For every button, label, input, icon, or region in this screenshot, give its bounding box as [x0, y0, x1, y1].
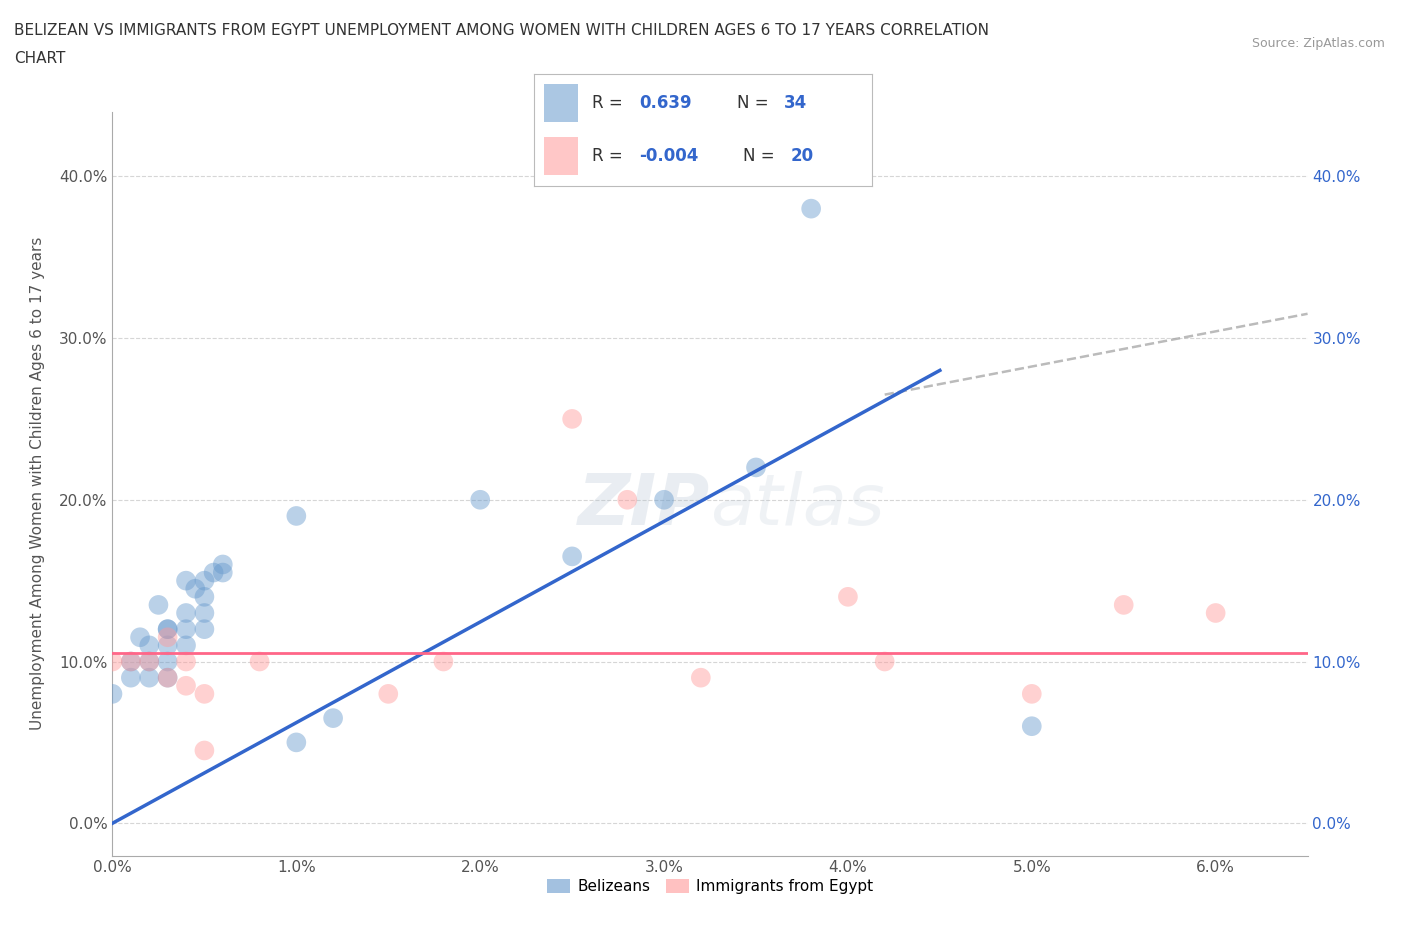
Text: N =: N =	[744, 147, 775, 165]
Point	[1112, 597, 1135, 612]
Text: 20: 20	[790, 147, 814, 165]
Point	[193, 686, 215, 701]
Text: Source: ZipAtlas.com: Source: ZipAtlas.com	[1251, 37, 1385, 50]
Point	[432, 654, 454, 669]
Point	[616, 492, 638, 507]
Point	[138, 671, 160, 685]
Text: ZIP: ZIP	[578, 472, 710, 540]
Text: 34: 34	[785, 95, 807, 113]
Point	[193, 743, 215, 758]
Point	[138, 654, 160, 669]
Point	[129, 630, 152, 644]
Point	[156, 630, 179, 644]
Point	[322, 711, 344, 725]
Point	[156, 622, 179, 637]
Point	[101, 654, 124, 669]
Point	[689, 671, 711, 685]
Point	[1021, 686, 1043, 701]
Point	[561, 549, 583, 564]
Text: 0.639: 0.639	[638, 95, 692, 113]
Text: atlas: atlas	[710, 472, 884, 540]
Point	[1205, 605, 1227, 620]
Point	[470, 492, 492, 507]
Point	[174, 605, 197, 620]
Text: BELIZEAN VS IMMIGRANTS FROM EGYPT UNEMPLOYMENT AMONG WOMEN WITH CHILDREN AGES 6 : BELIZEAN VS IMMIGRANTS FROM EGYPT UNEMPL…	[14, 23, 988, 38]
Point	[120, 671, 142, 685]
Point	[285, 509, 308, 524]
Point	[800, 201, 823, 216]
Point	[156, 622, 179, 637]
Point	[193, 622, 215, 637]
Y-axis label: Unemployment Among Women with Children Ages 6 to 17 years: Unemployment Among Women with Children A…	[31, 237, 45, 730]
Text: R =: R =	[592, 147, 623, 165]
Point	[377, 686, 399, 701]
Point	[174, 622, 197, 637]
Point	[101, 686, 124, 701]
Point	[837, 590, 859, 604]
Point	[249, 654, 271, 669]
Point	[174, 654, 197, 669]
Text: N =: N =	[737, 95, 768, 113]
Point	[138, 638, 160, 653]
Point	[873, 654, 896, 669]
Point	[156, 638, 179, 653]
Bar	[544, 137, 578, 175]
Point	[202, 565, 225, 580]
Point	[138, 654, 160, 669]
Point	[174, 638, 197, 653]
Text: -0.004: -0.004	[638, 147, 699, 165]
Text: CHART: CHART	[14, 51, 66, 66]
Point	[156, 654, 179, 669]
Point	[193, 573, 215, 588]
Point	[193, 590, 215, 604]
Point	[156, 671, 179, 685]
Point	[285, 735, 308, 750]
Point	[1021, 719, 1043, 734]
Point	[652, 492, 675, 507]
Point	[561, 411, 583, 426]
Point	[120, 654, 142, 669]
Bar	[544, 85, 578, 123]
Point	[211, 557, 233, 572]
Text: R =: R =	[592, 95, 623, 113]
Point	[148, 597, 170, 612]
Legend: Belizeans, Immigrants from Egypt: Belizeans, Immigrants from Egypt	[541, 872, 879, 900]
Point	[174, 573, 197, 588]
Point	[156, 671, 179, 685]
Point	[211, 565, 233, 580]
Point	[745, 460, 768, 475]
Point	[184, 581, 207, 596]
Point	[120, 654, 142, 669]
Point	[193, 605, 215, 620]
Point	[174, 678, 197, 693]
